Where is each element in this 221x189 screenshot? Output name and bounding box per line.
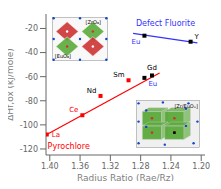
svg-text:-40: -40 (25, 48, 38, 57)
svg-text:Radius Ratio (Rae/Rz): Radius Ratio (Rae/Rz) (77, 173, 174, 181)
svg-text:-60: -60 (25, 73, 38, 82)
svg-text:[Zr/EuOₓ]: [Zr/EuOₓ] (174, 103, 198, 109)
svg-text:1.36: 1.36 (71, 162, 89, 171)
svg-text:Pyrochlore: Pyrochlore (48, 142, 90, 151)
svg-text:Y: Y (194, 33, 200, 41)
svg-text:-100: -100 (20, 121, 38, 130)
svg-text:[EuO₈]: [EuO₈] (55, 53, 71, 59)
svg-text:Sm: Sm (113, 71, 124, 79)
svg-text:Eu: Eu (132, 38, 141, 46)
svg-text:[ZrO₈]: [ZrO₈] (86, 19, 101, 25)
svg-text:1.32: 1.32 (101, 162, 119, 171)
svg-text:Defect Fluorite: Defect Fluorite (136, 19, 195, 28)
svg-text:Gd: Gd (147, 64, 157, 72)
svg-text:1.28: 1.28 (132, 162, 150, 171)
svg-text:Nd: Nd (87, 87, 97, 95)
svg-text:-80: -80 (25, 97, 38, 106)
svg-text:1.20: 1.20 (192, 162, 210, 171)
svg-text:Ce: Ce (69, 106, 78, 114)
svg-text:Eu: Eu (148, 80, 157, 88)
svg-text:ΔHf,ox (kJ/mole): ΔHf,ox (kJ/mole) (8, 48, 15, 121)
svg-text:La: La (52, 131, 60, 139)
svg-text:-20: -20 (25, 24, 38, 33)
svg-text:1.24: 1.24 (162, 162, 180, 171)
svg-text:1.40: 1.40 (41, 162, 59, 171)
svg-text:-120: -120 (20, 145, 38, 154)
